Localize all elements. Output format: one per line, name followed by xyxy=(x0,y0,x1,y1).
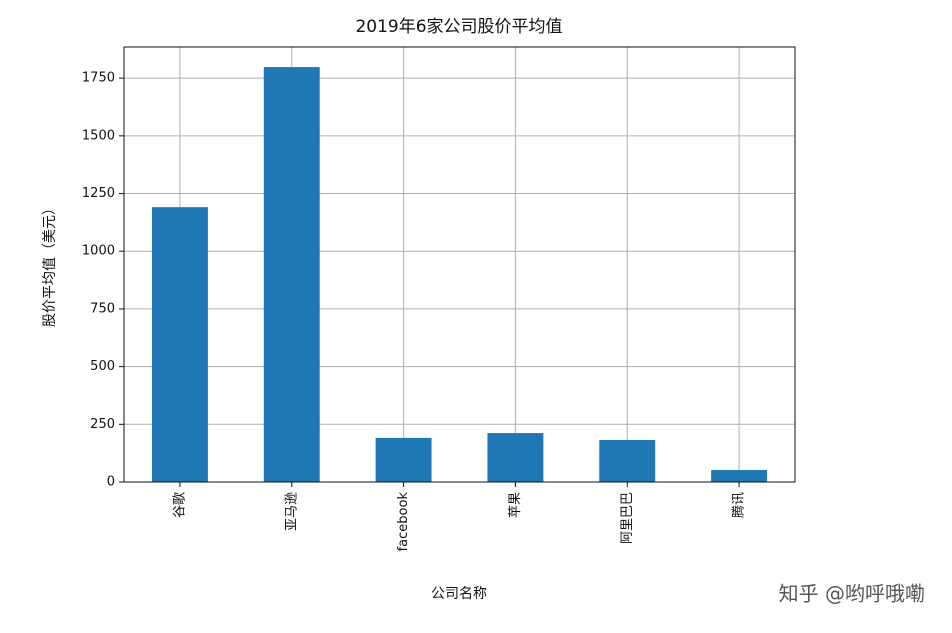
y-axis-label: 股价平均值（美元） xyxy=(42,201,58,327)
y-tick-label: 1750 xyxy=(82,71,115,86)
bar xyxy=(151,207,208,482)
bar xyxy=(599,440,656,482)
y-tick-label: 1500 xyxy=(82,128,115,143)
chart-title: 2019年6家公司股价平均值 xyxy=(355,17,562,37)
y-tick-label: 1250 xyxy=(82,186,115,201)
y-tick-label: 750 xyxy=(90,301,115,316)
x-tick-label: 亚马逊 xyxy=(284,492,299,531)
x-axis-label: 公司名称 xyxy=(431,586,487,602)
y-tick-label: 250 xyxy=(90,417,115,432)
bar xyxy=(375,437,432,482)
bar xyxy=(487,433,544,482)
x-tick-label: facebook xyxy=(396,492,411,552)
x-tick-label: 阿里巴巴 xyxy=(620,492,635,544)
plot-frame xyxy=(123,46,796,483)
bar xyxy=(263,67,320,483)
y-tick-label: 1000 xyxy=(82,244,115,259)
x-tick-label: 腾讯 xyxy=(731,492,747,518)
x-tick-label: 苹果 xyxy=(508,492,523,518)
watermark: 知乎 @哟呼哦嘞 xyxy=(779,582,925,606)
y-tick-label: 0 xyxy=(107,475,115,490)
y-tick-label: 500 xyxy=(90,359,115,374)
bar xyxy=(711,470,768,482)
x-tick-label: 谷歌 xyxy=(172,492,187,518)
